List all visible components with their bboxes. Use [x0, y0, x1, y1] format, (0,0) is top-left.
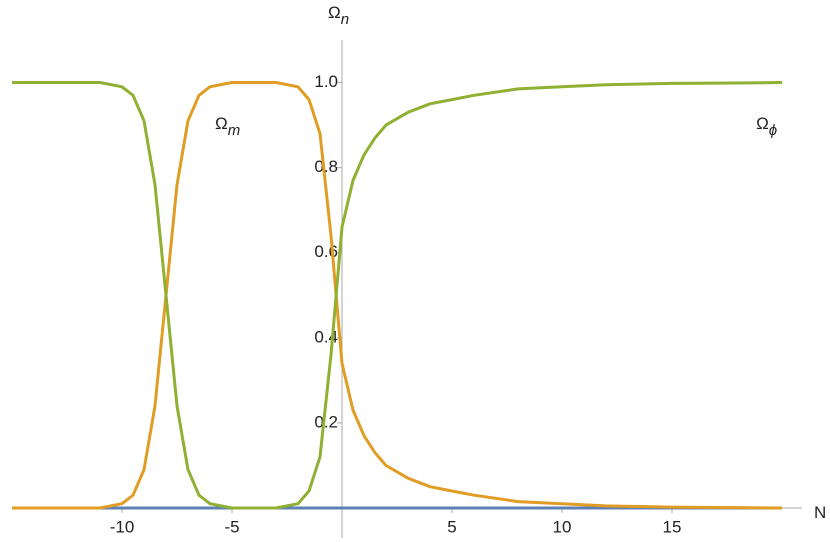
x-axis-label-base: N — [814, 503, 826, 522]
x-tick-label: 5 — [447, 517, 456, 536]
x-tick-label: 10 — [553, 517, 572, 536]
y-tick-label: 1.0 — [314, 72, 338, 91]
x-tick-label: -5 — [224, 517, 239, 536]
annotation-base: Ω — [215, 115, 228, 134]
series-line — [12, 81, 783, 510]
annotation: Ωϕ — [756, 115, 777, 139]
x-tick-label: -10 — [110, 517, 135, 536]
y-axis-label-base: Ω — [328, 3, 341, 22]
y-tick-label: 0.8 — [314, 157, 338, 176]
annotation: Ωm — [215, 115, 240, 139]
y-axis-label-sub: n — [341, 11, 349, 28]
y-tick-label: 0.2 — [314, 412, 338, 431]
series-line — [12, 81, 783, 510]
annotation-sub: ϕ — [769, 122, 777, 139]
annotation-base: Ω — [756, 115, 769, 134]
x-axis-label: N — [814, 503, 826, 522]
y-axis-label: Ωn — [328, 3, 349, 27]
annotation-sub: m — [228, 122, 241, 139]
x-tick-label: 15 — [663, 517, 682, 536]
